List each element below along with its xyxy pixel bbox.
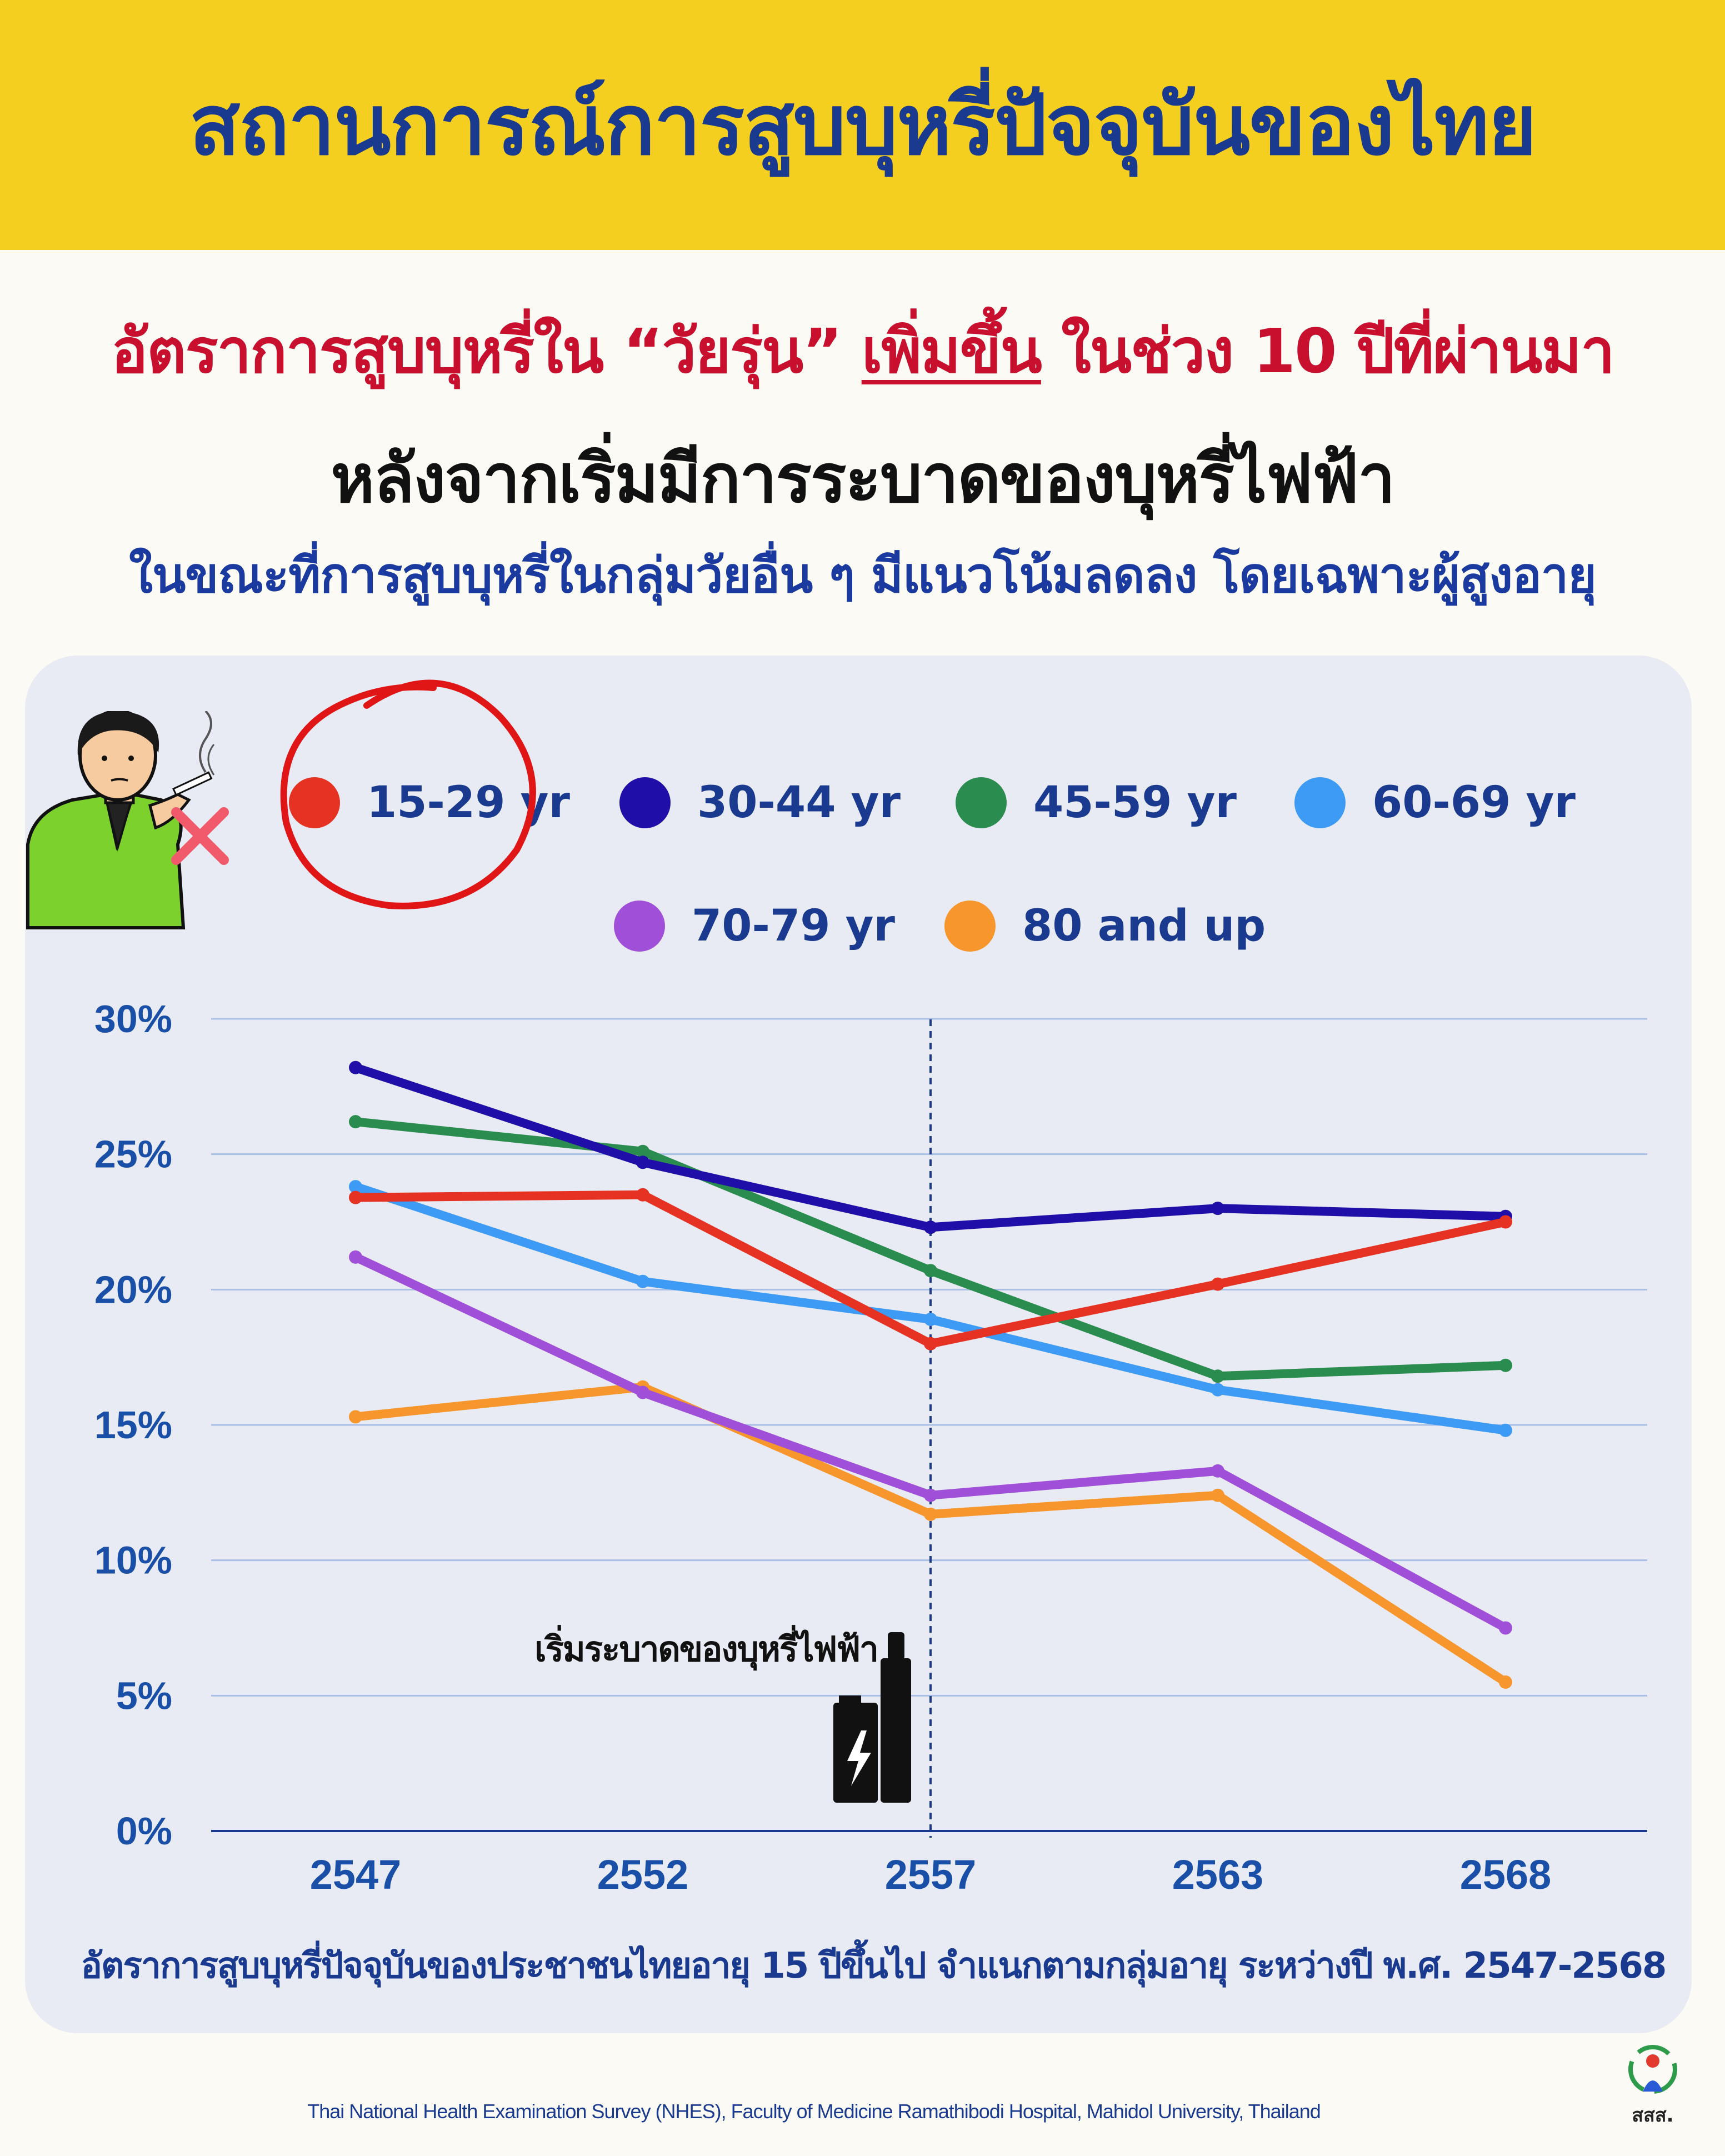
legend-item-70-79: 70-79 yr [614, 896, 895, 957]
chart-caption: อัตราการสูบบุหรี่ปัจจุบันของประชาชนไทยอา… [81, 1939, 1666, 1988]
legend-label-70-79: 70-79 yr [692, 901, 895, 951]
headline-teen: อัตราการสูบบุหรี่ใน “วัยรุ่น” เพิ่มขึ้น … [0, 303, 1725, 399]
data-point [636, 1155, 649, 1169]
data-point [1211, 1488, 1224, 1502]
headline-teen-before: อัตราการสูบบุหรี่ใน “วัยรุ่น” [111, 316, 862, 387]
y-tick-label: 30% [94, 997, 172, 1041]
headline-other-groups: ในขณะที่การสูบบุหรี่ในกลุ่มวัยอื่น ๆ มีแ… [129, 547, 1597, 604]
data-point [1211, 1383, 1224, 1397]
x-tick-label: 2563 [1172, 1852, 1264, 1898]
series-70-79-yr [349, 1250, 1512, 1635]
y-tick-label: 25% [94, 1133, 172, 1176]
title-banner: สถานการณ์การสูบบุหรี่ปัจจุบันของไทย [0, 0, 1725, 250]
chart-panel [25, 656, 1692, 2033]
e-cigarette-icon [833, 1632, 911, 1803]
data-point [924, 1220, 937, 1234]
series-45-59-yr [349, 1115, 1512, 1383]
headline-teen-increase: เพิ่มขึ้น [861, 316, 1042, 387]
y-tick-label: 5% [116, 1674, 172, 1717]
y-tick-label: 10% [94, 1539, 172, 1582]
legend-dot-30-44 [619, 777, 671, 828]
legend-label-15-29: 15-29 yr [367, 778, 570, 828]
legend-dot-80-up [944, 901, 996, 952]
legend-item-45-59: 45-59 yr [956, 772, 1237, 833]
data-point [349, 1180, 362, 1194]
headline-ecig: หลังจากเริ่มมีการระบาดของบุหรี่ไฟฟ้า [331, 441, 1395, 518]
x-tick-label: 2557 [885, 1852, 977, 1898]
legend-label-30-44: 30-44 yr [697, 778, 901, 828]
no-smoking-x-icon [171, 807, 229, 865]
series-15-29-yr [349, 1188, 1512, 1350]
epidemic-annotation: เริ่มระบาดของบุหรี่ไฟฟ้า [534, 1625, 878, 1670]
legend-item-80-up: 80 and up [944, 896, 1266, 957]
data-point [349, 1115, 362, 1129]
source-note: Thai National Health Examination Survey … [307, 2100, 1321, 2123]
legend-item-15-29: 15-29 yr [289, 772, 570, 833]
data-point [636, 1188, 649, 1202]
lightning-bolt-icon [847, 1730, 871, 1786]
legend-dot-60-69 [1294, 777, 1346, 828]
page-title: สถานการณ์การสูบบุหรี่ปัจจุบันของไทย [189, 77, 1537, 174]
legend-label-60-69: 60-69 yr [1372, 778, 1576, 828]
data-point [1499, 1621, 1512, 1635]
data-point [924, 1264, 937, 1278]
legend-label-45-59: 45-59 yr [1033, 778, 1237, 828]
smoker-illustration-icon [26, 711, 215, 929]
data-point [1499, 1675, 1512, 1689]
data-point [1499, 1423, 1512, 1437]
legend-item-60-69: 60-69 yr [1294, 772, 1576, 833]
headline-teen-after: ในช่วง 10 ปีที่ผ่านมา [1041, 316, 1615, 387]
legend-label-80-up: 80 and up [1022, 901, 1266, 951]
data-point [636, 1144, 649, 1158]
data-point [349, 1250, 362, 1264]
org-logo: สสส. [1619, 2044, 1686, 2128]
data-point [1499, 1358, 1512, 1372]
legend-item-30-44: 30-44 yr [619, 772, 901, 833]
org-logo-icon [1628, 2045, 1677, 2094]
data-point [636, 1274, 649, 1288]
data-point [1211, 1202, 1224, 1215]
data-point [924, 1488, 937, 1502]
data-point [349, 1190, 362, 1204]
data-point [636, 1385, 649, 1399]
x-tick-label: 2547 [310, 1852, 402, 1898]
x-tick-label: 2568 [1460, 1852, 1552, 1898]
data-point [1211, 1277, 1224, 1291]
data-point [1211, 1464, 1224, 1478]
y-tick-label: 20% [94, 1268, 172, 1311]
org-logo-text: สสส. [1632, 2104, 1674, 2127]
y-tick-label: 0% [116, 1809, 172, 1853]
legend-dot-15-29 [289, 777, 340, 828]
data-point [349, 1410, 362, 1424]
y-tick-label: 15% [94, 1403, 172, 1447]
data-point [1211, 1369, 1224, 1383]
x-tick-label: 2552 [597, 1852, 689, 1898]
legend-dot-45-59 [956, 777, 1007, 828]
data-point [924, 1337, 937, 1350]
series-60-69-yr [349, 1180, 1512, 1437]
highlight-circle [280, 679, 536, 909]
data-point [924, 1507, 937, 1521]
data-point [924, 1312, 937, 1326]
data-point [1499, 1215, 1512, 1229]
legend-dot-70-79 [614, 901, 665, 952]
data-point [349, 1061, 362, 1074]
